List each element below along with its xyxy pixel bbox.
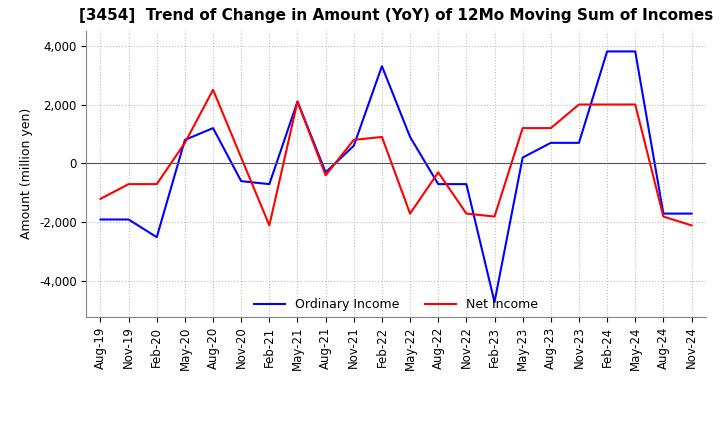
Net Income xyxy=(490,214,499,219)
Ordinary Income xyxy=(406,134,415,139)
Ordinary Income xyxy=(687,211,696,216)
Ordinary Income xyxy=(575,140,583,146)
Ordinary Income xyxy=(631,49,639,54)
Net Income xyxy=(209,87,217,92)
Ordinary Income xyxy=(349,143,358,148)
Net Income xyxy=(293,99,302,104)
Title: [3454]  Trend of Change in Amount (YoY) of 12Mo Moving Sum of Incomes: [3454] Trend of Change in Amount (YoY) o… xyxy=(79,7,713,23)
Ordinary Income xyxy=(96,217,105,222)
Ordinary Income xyxy=(209,125,217,131)
Ordinary Income xyxy=(603,49,611,54)
Ordinary Income xyxy=(546,140,555,146)
Net Income xyxy=(575,102,583,107)
Line: Net Income: Net Income xyxy=(101,90,691,225)
Ordinary Income xyxy=(490,299,499,304)
Legend: Ordinary Income, Net Income: Ordinary Income, Net Income xyxy=(249,293,543,316)
Ordinary Income xyxy=(518,155,527,160)
Net Income xyxy=(153,181,161,187)
Ordinary Income xyxy=(377,63,386,69)
Ordinary Income xyxy=(181,137,189,143)
Ordinary Income xyxy=(434,181,443,187)
Ordinary Income xyxy=(153,235,161,240)
Ordinary Income xyxy=(125,217,133,222)
Net Income xyxy=(181,140,189,146)
Net Income xyxy=(546,125,555,131)
Ordinary Income xyxy=(321,170,330,175)
Net Income xyxy=(237,155,246,160)
Net Income xyxy=(125,181,133,187)
Ordinary Income xyxy=(265,181,274,187)
Ordinary Income xyxy=(462,181,471,187)
Net Income xyxy=(377,134,386,139)
Net Income xyxy=(321,172,330,178)
Ordinary Income xyxy=(659,211,667,216)
Ordinary Income xyxy=(237,179,246,184)
Net Income xyxy=(631,102,639,107)
Net Income xyxy=(406,211,415,216)
Net Income xyxy=(462,211,471,216)
Net Income xyxy=(518,125,527,131)
Net Income xyxy=(687,223,696,228)
Net Income xyxy=(265,223,274,228)
Ordinary Income xyxy=(293,99,302,104)
Line: Ordinary Income: Ordinary Income xyxy=(101,51,691,302)
Y-axis label: Amount (million yen): Amount (million yen) xyxy=(20,108,33,239)
Net Income xyxy=(603,102,611,107)
Net Income xyxy=(349,137,358,143)
Net Income xyxy=(659,214,667,219)
Net Income xyxy=(96,196,105,202)
Net Income xyxy=(434,170,443,175)
